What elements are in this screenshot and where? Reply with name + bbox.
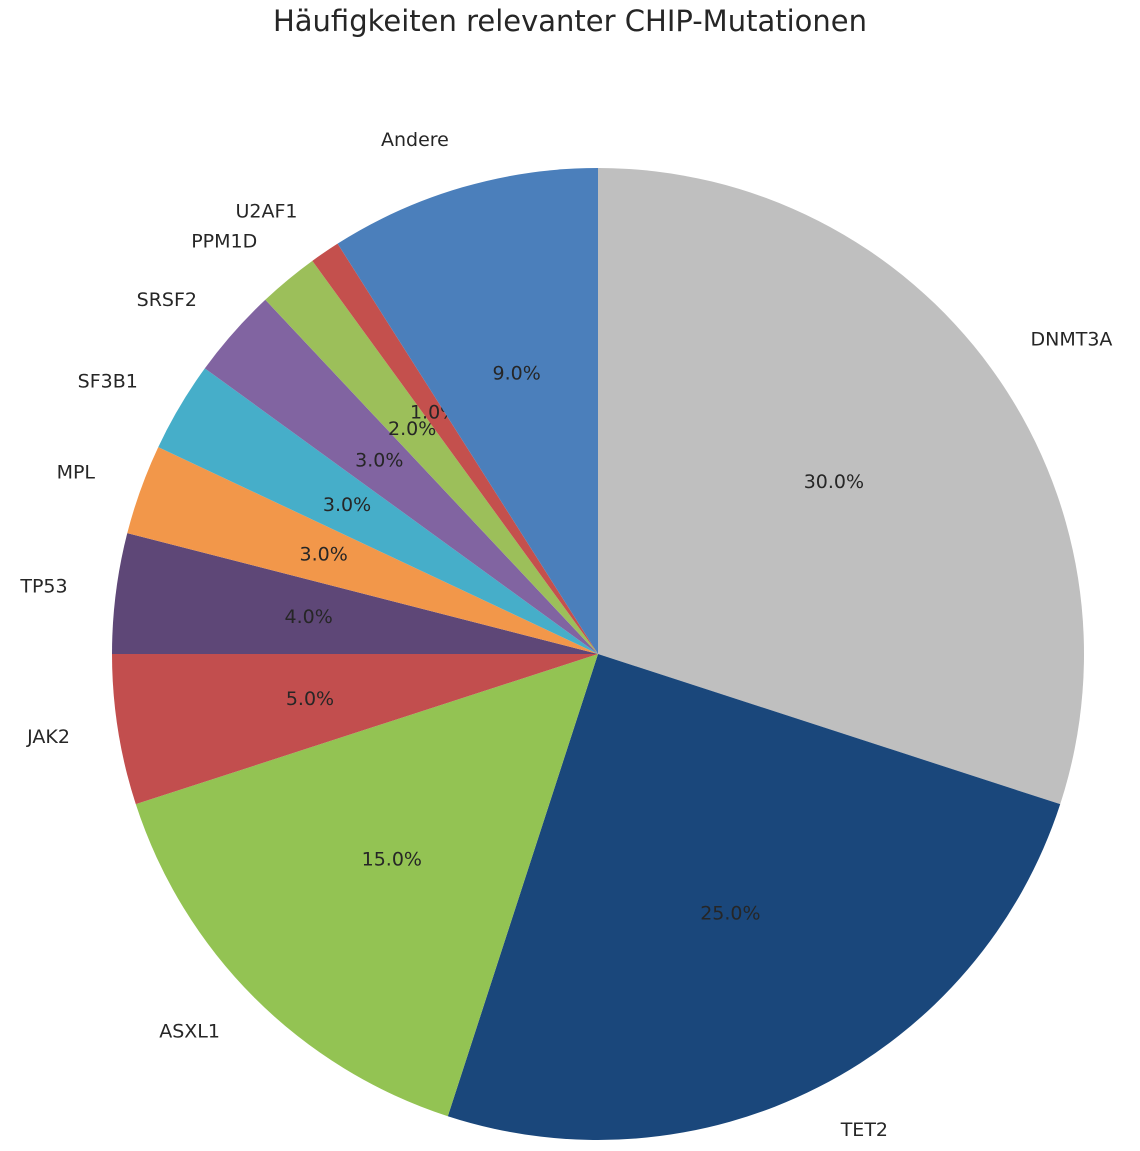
slice-label-ppm1d: PPM1D — [191, 231, 257, 253]
slice-label-u2af1: U2AF1 — [235, 200, 297, 222]
slice-label-srsf2: SRSF2 — [137, 289, 197, 311]
pct-label-tp53: 4.0% — [285, 606, 333, 628]
pie-slice-dnmt3a — [598, 168, 1084, 805]
pie-slice-asxl1 — [135, 654, 598, 1117]
chart-title: Häufigkeiten relevanter CHIP-Mutationen — [272, 4, 868, 38]
pie-slice-tp53 — [112, 533, 598, 654]
pct-label-ppm1d: 2.0% — [388, 418, 436, 440]
pct-label-mpl: 3.0% — [299, 544, 347, 566]
pie-slice-sf3b1 — [158, 368, 598, 654]
pie-slice-tet2 — [447, 654, 1061, 1140]
slice-label-mpl: MPL — [57, 461, 96, 483]
pct-label-sf3b1: 3.0% — [323, 494, 371, 516]
pie-slice-u2af1 — [312, 243, 598, 655]
pie-slice-mpl — [127, 447, 598, 654]
pct-label-asxl1: 15.0% — [362, 849, 422, 871]
pie-slice-andere — [337, 168, 598, 654]
slice-label-asxl1: ASXL1 — [159, 1021, 220, 1043]
pie-slice-srsf2 — [204, 299, 598, 654]
pie-slice-jak2 — [112, 654, 598, 805]
pct-label-andere: 9.0% — [493, 362, 541, 384]
pct-label-jak2: 5.0% — [286, 688, 334, 710]
slice-label-sf3b1: SF3B1 — [78, 370, 138, 392]
slice-label-tp53: TP53 — [19, 575, 67, 597]
slice-label-andere: Andere — [381, 129, 449, 151]
pct-label-srsf2: 3.0% — [355, 450, 403, 472]
pct-label-tet2: 25.0% — [700, 902, 760, 924]
pct-label-dnmt3a: 30.0% — [804, 471, 864, 493]
slice-label-jak2: JAK2 — [26, 726, 70, 748]
pie-slice-ppm1d — [265, 260, 598, 654]
slice-label-tet2: TET2 — [840, 1119, 888, 1141]
slice-label-dnmt3a: DNMT3A — [1031, 328, 1113, 350]
